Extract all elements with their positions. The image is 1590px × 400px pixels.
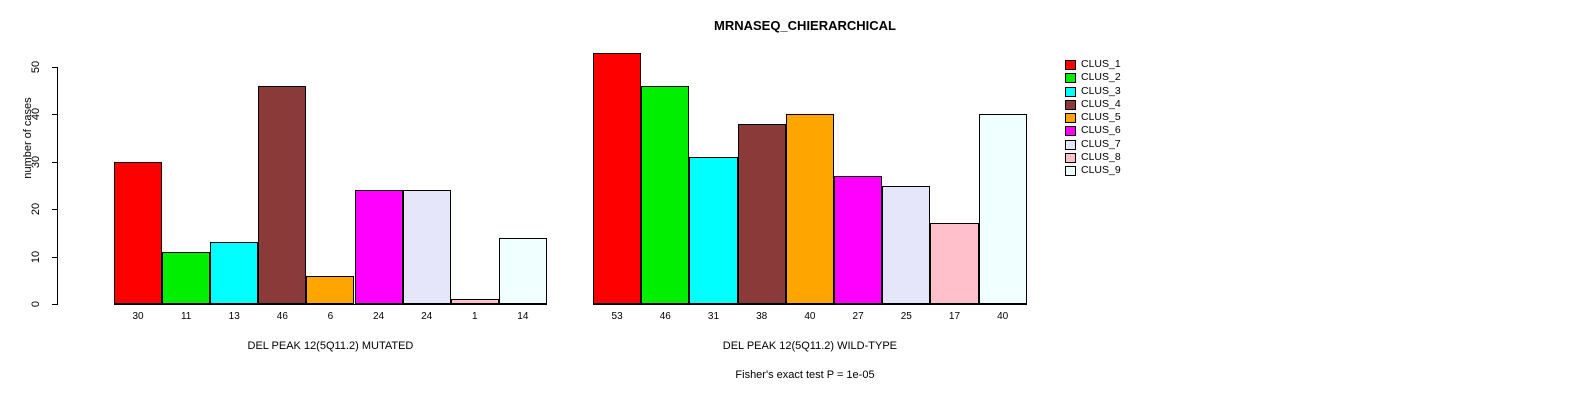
bar[interactable] xyxy=(593,52,642,304)
bar[interactable] xyxy=(114,161,163,304)
y-axis-tick xyxy=(52,257,58,258)
bar[interactable] xyxy=(930,223,979,304)
bar-value-label: 46 xyxy=(276,311,288,322)
bar-value-label: 30 xyxy=(132,311,144,322)
statistical-annotation: Fisher's exact test P = 1e-05 xyxy=(735,369,875,381)
bar[interactable] xyxy=(402,190,451,304)
legend-color-swatch xyxy=(1065,86,1076,97)
y-axis-tick xyxy=(52,162,58,163)
bar[interactable] xyxy=(882,185,931,304)
y-axis-tick xyxy=(52,209,58,210)
legend-color-swatch xyxy=(1065,99,1076,110)
y-axis-tick xyxy=(52,304,58,305)
x-axis-line xyxy=(114,304,547,305)
y-axis-tick-label: 30 xyxy=(30,155,42,169)
bar[interactable] xyxy=(498,237,547,304)
bar[interactable] xyxy=(258,85,307,304)
x-axis-label: DEL PEAK 12(5Q11.2) MUTATED xyxy=(247,340,414,352)
legend-color-swatch xyxy=(1065,126,1076,137)
bar[interactable] xyxy=(834,176,883,304)
legend-color-swatch xyxy=(1065,153,1076,164)
bar-value-label: 24 xyxy=(421,311,433,322)
bar-value-label: 17 xyxy=(948,311,961,322)
y-axis-tick xyxy=(52,114,58,115)
bar[interactable] xyxy=(978,114,1027,304)
bar-value-label: 40 xyxy=(997,311,1009,322)
legend-item-label: CLUS_1 xyxy=(1081,58,1121,70)
legend-item-label: CLUS_6 xyxy=(1081,124,1121,137)
legend-color-swatch xyxy=(1065,60,1076,70)
y-axis-line xyxy=(57,67,58,305)
legend-color-swatch xyxy=(1065,73,1076,84)
legend-item-label: CLUS_3 xyxy=(1081,84,1121,97)
legend-item-label: CLUS_9 xyxy=(1081,164,1121,177)
chart-title: MRNASEQ_CHIERARCHICAL xyxy=(713,18,896,33)
legend-item-label: CLUS_2 xyxy=(1081,71,1121,84)
x-axis-label: DEL PEAK 12(5Q11.2) WILD-TYPE xyxy=(722,340,898,352)
bar[interactable] xyxy=(210,242,259,304)
y-axis-tick-label: 0 xyxy=(30,300,42,308)
legend-color-swatch xyxy=(1065,139,1076,150)
bar[interactable] xyxy=(641,85,690,304)
legend-item-label: CLUS_8 xyxy=(1081,151,1121,164)
y-axis-tick-label: 20 xyxy=(30,202,42,216)
bar-value-label: 6 xyxy=(327,311,334,322)
legend-color-swatch xyxy=(1065,113,1076,124)
legend-item-label: CLUS_4 xyxy=(1081,97,1121,110)
bar[interactable] xyxy=(306,275,355,304)
legend-item-label: CLUS_7 xyxy=(1081,137,1121,150)
y-axis-tick-label: 50 xyxy=(30,60,42,74)
legend-color-swatch xyxy=(1065,166,1076,177)
bar-value-label: 31 xyxy=(707,311,720,322)
bar-value-label: 53 xyxy=(611,311,623,322)
bar[interactable] xyxy=(737,123,786,304)
bar[interactable] xyxy=(785,114,834,304)
bar-value-label: 11 xyxy=(180,311,192,322)
bar-value-label: 46 xyxy=(659,311,671,322)
bar-value-label: 24 xyxy=(372,311,385,322)
y-axis-tick-label: 40 xyxy=(30,107,42,121)
bar[interactable] xyxy=(450,299,499,304)
bar-value-label: 25 xyxy=(900,311,912,322)
bar-value-label: 13 xyxy=(228,311,240,322)
bar-value-label: 40 xyxy=(804,311,816,322)
x-axis-line xyxy=(593,304,1027,305)
bar-value-label: 38 xyxy=(756,311,768,322)
bar-value-label: 27 xyxy=(852,311,864,322)
y-axis-tick xyxy=(52,67,58,68)
bar[interactable] xyxy=(689,157,738,304)
bar[interactable] xyxy=(162,251,211,304)
legend-item-label: CLUS_5 xyxy=(1081,111,1121,124)
bar[interactable] xyxy=(354,190,403,304)
y-axis-tick-label: 10 xyxy=(30,250,42,264)
bar-value-label: 1 xyxy=(471,311,478,322)
bar-value-label: 14 xyxy=(517,311,529,322)
